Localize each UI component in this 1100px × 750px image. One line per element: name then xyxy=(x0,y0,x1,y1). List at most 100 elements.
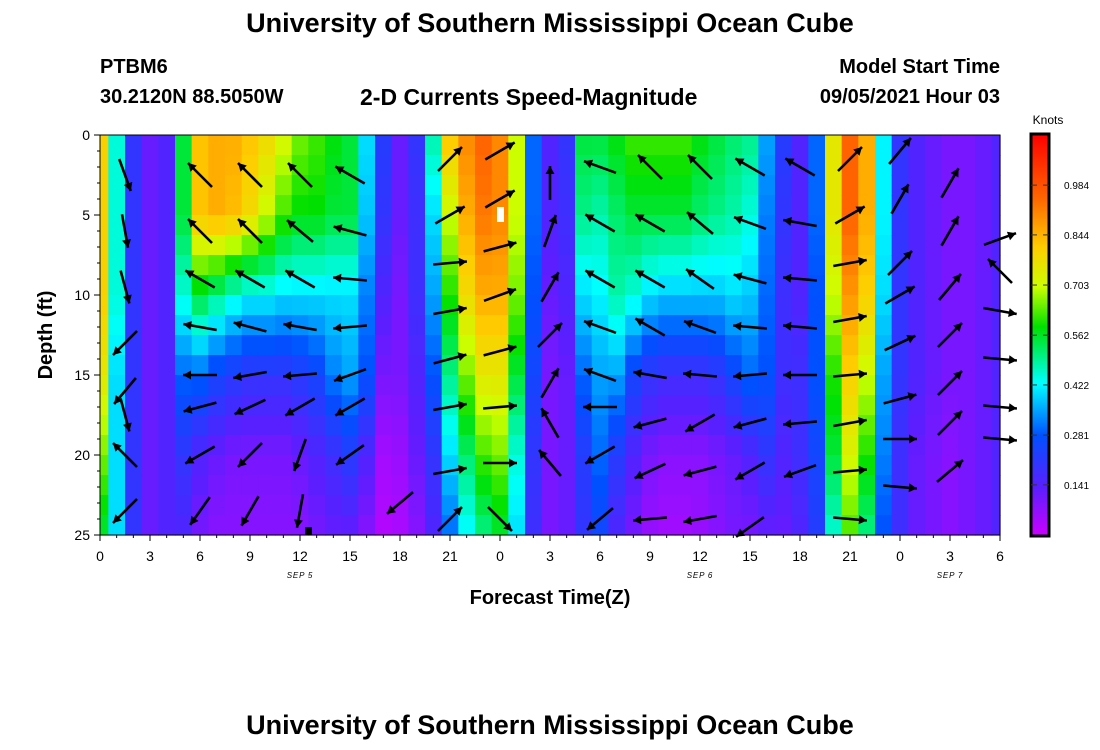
heatmap-cell xyxy=(158,155,176,176)
current-arrow xyxy=(117,158,133,192)
heatmap-cell xyxy=(241,235,259,256)
heatmap-cell xyxy=(341,255,359,276)
heatmap-cell xyxy=(108,355,126,376)
heatmap-cell xyxy=(925,275,943,296)
heatmap-cell xyxy=(641,335,659,356)
heatmap-cell xyxy=(491,295,509,316)
heatmap-cell xyxy=(441,435,459,456)
heatmap-cell xyxy=(558,515,576,536)
heatmap-cell xyxy=(141,415,159,436)
heatmap-cell xyxy=(208,515,226,536)
heatmap-cell xyxy=(558,435,576,456)
heatmap-cell xyxy=(841,275,859,296)
heatmap-cell xyxy=(358,475,376,496)
heatmap-cell xyxy=(791,495,809,516)
heatmap-cell xyxy=(125,375,143,396)
heatmap-cell xyxy=(908,415,926,436)
heatmap-cell xyxy=(291,235,309,256)
heatmap-cell xyxy=(858,395,876,416)
heatmap-cell xyxy=(141,195,159,216)
heatmap-cell xyxy=(341,475,359,496)
x-tick-label: 9 xyxy=(646,548,654,564)
current-arrow xyxy=(634,269,666,289)
heatmap-cell xyxy=(541,255,559,276)
black-marker xyxy=(305,527,312,535)
current-arrow xyxy=(540,367,560,399)
heatmap-cell xyxy=(175,135,193,156)
heatmap-cell xyxy=(141,135,159,156)
heatmap-cell xyxy=(308,155,326,176)
heatmap-cell xyxy=(308,435,326,456)
heatmap-cell xyxy=(475,195,493,216)
heatmap-cell xyxy=(391,255,409,276)
heatmap-cell xyxy=(491,395,509,416)
heatmap-cell xyxy=(808,435,826,456)
heatmap-cell xyxy=(458,495,476,516)
heatmap-cell xyxy=(608,475,626,496)
heatmap-cell xyxy=(775,515,793,536)
heatmap-cell xyxy=(275,195,293,216)
current-arrow xyxy=(782,273,818,283)
heatmap-cell xyxy=(508,415,526,436)
heatmap-cell xyxy=(475,155,493,176)
heatmap-cell xyxy=(441,475,459,496)
heatmap-cell xyxy=(208,415,226,436)
heatmap-cell xyxy=(658,435,676,456)
heatmap-cell xyxy=(241,375,259,396)
heatmap-cell xyxy=(591,335,609,356)
heatmap-cell xyxy=(558,415,576,436)
heatmap-cell xyxy=(391,195,409,216)
heatmap-cell xyxy=(575,155,593,176)
heatmap-cell xyxy=(708,515,726,536)
heatmap-cell xyxy=(158,495,176,516)
heatmap-cell xyxy=(641,135,659,156)
heatmap-cell xyxy=(158,335,176,356)
heatmap-cell xyxy=(825,175,843,196)
heatmap-cell xyxy=(925,455,943,476)
heatmap-cell xyxy=(725,335,743,356)
heatmap-cell xyxy=(725,175,743,196)
heatmap-cell xyxy=(358,515,376,536)
x-axis: 0 3 6 9 12 15 18 21 0 3 6 9 12 15 18 21 0 3 6 SEP 5 SEP 6 SEP… xyxy=(96,535,1004,580)
heatmap-cell xyxy=(825,295,843,316)
heatmap-cell xyxy=(308,295,326,316)
heatmap-cell xyxy=(558,315,576,336)
heatmap-cell xyxy=(608,415,626,436)
current-arrow xyxy=(733,272,767,285)
heatmap-cell xyxy=(158,515,176,536)
heatmap-cell xyxy=(575,395,593,416)
heatmap-cell xyxy=(925,175,943,196)
heatmap-cell xyxy=(508,295,526,316)
heatmap-cell xyxy=(491,355,509,376)
heatmap-cell xyxy=(958,295,976,316)
heatmap-cell xyxy=(158,175,176,196)
heatmap-cell xyxy=(791,515,809,536)
heatmap-cell xyxy=(825,395,843,416)
heatmap-cell xyxy=(725,295,743,316)
current-arrow xyxy=(292,438,308,472)
heatmap-cell xyxy=(675,155,693,176)
heatmap-cell xyxy=(658,135,676,156)
current-arrow xyxy=(783,370,817,380)
heatmap-cell xyxy=(825,455,843,476)
current-arrow xyxy=(783,217,817,228)
x-tick-label: 6 xyxy=(996,548,1004,564)
heatmap-cell xyxy=(925,135,943,156)
heatmap-cell xyxy=(658,255,676,276)
heatmap-cell xyxy=(491,375,509,396)
current-arrow xyxy=(633,417,667,430)
heatmap-cell xyxy=(658,335,676,356)
heatmap-cell xyxy=(441,255,459,276)
heatmap-cell xyxy=(941,455,959,476)
heatmap-cell xyxy=(691,255,709,276)
heatmap-cell xyxy=(991,335,1001,356)
heatmap-cell xyxy=(541,435,559,456)
heatmap-cell xyxy=(475,275,493,296)
heatmap-cell xyxy=(975,275,993,296)
heatmap-cell xyxy=(658,455,676,476)
heatmap-cell xyxy=(258,355,276,376)
heatmap-cell xyxy=(775,175,793,196)
heatmap-cell xyxy=(641,455,659,476)
current-arrow xyxy=(937,410,963,436)
heatmap-cell xyxy=(608,295,626,316)
